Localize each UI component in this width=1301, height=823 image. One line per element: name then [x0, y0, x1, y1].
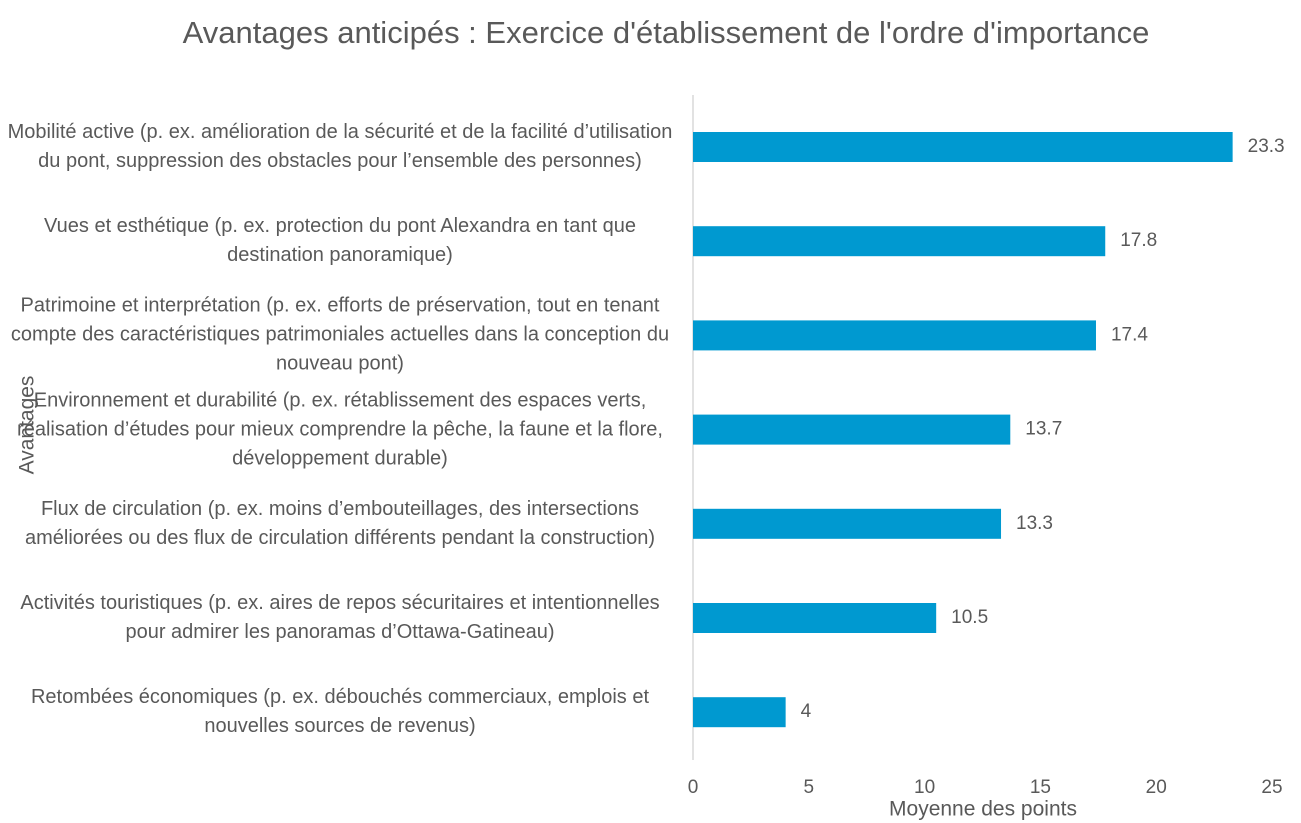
value-label: 17.4: [1111, 324, 1148, 345]
chart-title: Avantages anticipés : Exercice d'établis…: [182, 15, 1150, 50]
bar: [693, 697, 786, 728]
bar: [693, 132, 1233, 162]
x-tick-label: 15: [1030, 777, 1051, 798]
value-label: 10.5: [951, 607, 988, 628]
bar: [693, 508, 1002, 539]
category-label: Mobilité active (p. ex. amélioration de …: [7, 121, 673, 172]
bar: [693, 414, 1011, 445]
x-tick-label: 10: [914, 777, 935, 798]
x-tick-label: 5: [804, 777, 815, 798]
category-label: Flux de circulation (p. ex. moins d’embo…: [25, 497, 655, 549]
value-label: 13.7: [1025, 419, 1062, 440]
value-label: 13.3: [1016, 513, 1053, 534]
value-label: 17.8: [1120, 230, 1157, 251]
category-label: Activités touristiques (p. ex. aires de …: [20, 592, 660, 643]
value-label: 23.3: [1248, 136, 1285, 157]
bar: [693, 320, 1096, 351]
y-axis-title: Avantages: [16, 376, 39, 475]
category-label: Retombées économiques (p. ex. débouchés …: [30, 686, 650, 738]
x-tick-label: 20: [1146, 777, 1167, 798]
category-label: Vues et esthétique (p. ex. protection du…: [44, 215, 636, 267]
bar: [693, 603, 937, 633]
category-label: Patrimoine et interprétation (p. ex. eff…: [10, 294, 670, 375]
bar: [693, 226, 1106, 257]
category-label: Environnement et durabilité (p. ex. réta…: [17, 389, 663, 470]
x-axis-title: Moyenne des points: [889, 798, 1077, 821]
x-tick-label: 0: [688, 777, 699, 798]
x-tick-label: 25: [1261, 777, 1282, 798]
value-label: 4: [801, 701, 812, 722]
